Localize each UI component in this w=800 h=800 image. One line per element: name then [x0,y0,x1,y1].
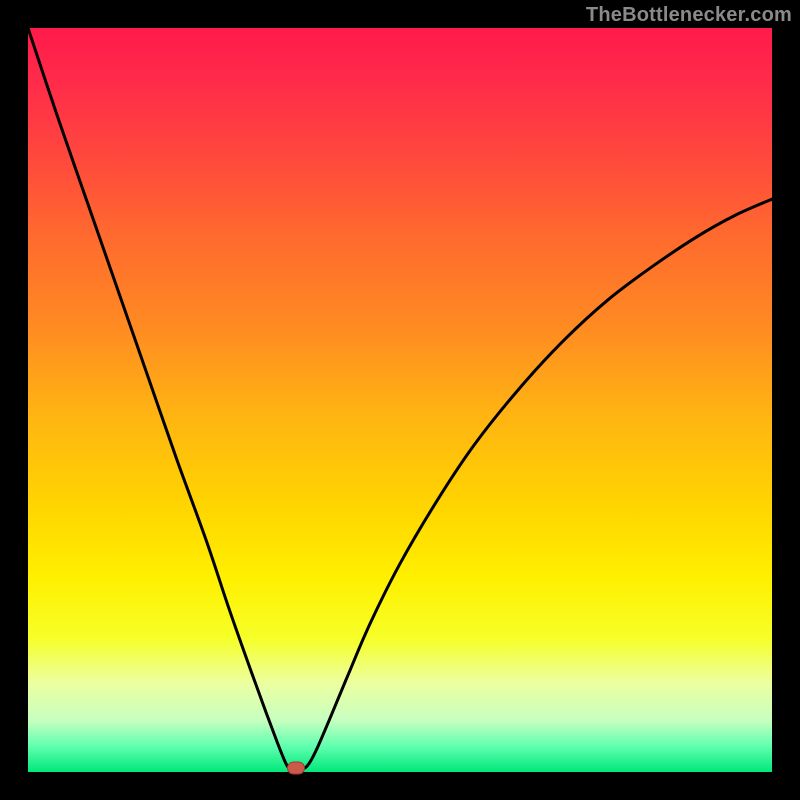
optimum-marker [287,761,305,774]
watermark-text: TheBottlenecker.com [586,4,792,27]
plot-area [28,28,772,772]
chart-frame: TheBottlenecker.com [0,0,800,800]
